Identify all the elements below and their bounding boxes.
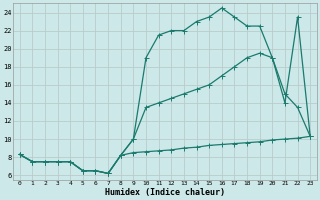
X-axis label: Humidex (Indice chaleur): Humidex (Indice chaleur) bbox=[105, 188, 225, 197]
